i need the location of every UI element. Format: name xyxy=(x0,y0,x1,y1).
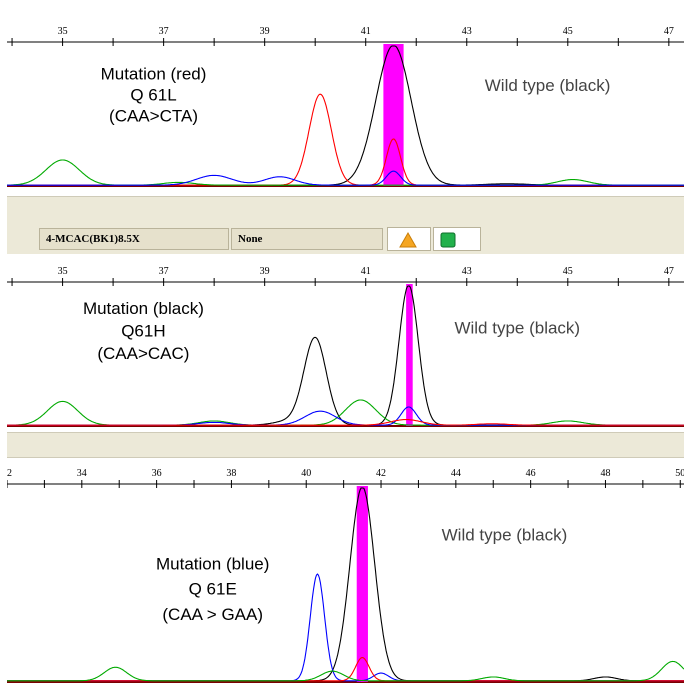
wild-type-label: Wild type (black) xyxy=(442,525,568,544)
x-tick-label: 35 xyxy=(58,266,68,277)
filter-field: None xyxy=(231,228,383,250)
x-tick-label: 37 xyxy=(159,266,169,277)
chromatogram-panel-q61h: 35 37 39 41 43 45 47 Mutation (black) Q61H (CAA>C… xyxy=(7,260,684,432)
x-tick-label: 40 xyxy=(301,468,311,479)
mutation-label: (CAA>CTA) xyxy=(109,107,198,126)
green-square-icon xyxy=(440,232,456,248)
x-tick-label: 45 xyxy=(563,26,573,37)
x-tick-label: 38 xyxy=(226,468,236,479)
blue-trace xyxy=(7,573,684,682)
mutation-label: Q 61L xyxy=(130,86,176,105)
mutation-label: Q 61E xyxy=(189,580,237,599)
warning-button[interactable] xyxy=(387,227,431,251)
chromatogram-plot-q61h: 35 37 39 41 43 45 47 Mutation (black) Q61H (CAA>C… xyxy=(7,266,684,427)
blue-trace xyxy=(7,170,684,186)
panel-divider-strip xyxy=(7,196,684,226)
x-tick-label: 34 xyxy=(77,468,87,479)
sample-toolbar: 4-MCAC(BK1)8.5X None xyxy=(7,224,684,254)
warning-triangle-icon xyxy=(399,231,417,248)
x-tick-label: 43 xyxy=(462,26,472,37)
mutation-label: (CAA > GAA) xyxy=(162,605,263,624)
x-tick-label: 41 xyxy=(361,26,371,37)
mutation-label: Mutation (black) xyxy=(83,299,204,318)
x-tick-label: 43 xyxy=(462,266,472,277)
x-tick-label: 39 xyxy=(260,26,270,37)
red-trace xyxy=(7,419,684,426)
x-tick-label: 50 xyxy=(675,468,684,479)
x-tick-label: 47 xyxy=(664,266,674,277)
x-tick-label: 44 xyxy=(451,468,461,479)
black-trace xyxy=(7,487,684,682)
sample-name: 4-MCAC(BK1)8.5X xyxy=(46,233,140,245)
base-call-highlight xyxy=(356,486,368,682)
chromatogram-plot-q61l: 35 37 39 41 43 45 47 Mutation (red) Q 61L (CAA>CT… xyxy=(7,26,684,187)
status-button[interactable] xyxy=(433,227,481,251)
x-tick-label: 47 xyxy=(664,26,674,37)
mutation-label: Mutation (red) xyxy=(101,65,207,84)
filter-value: None xyxy=(238,233,263,245)
x-tick-label: 46 xyxy=(526,468,536,479)
x-tick-label: 35 xyxy=(58,26,68,37)
mutation-label: Q61H xyxy=(121,321,165,340)
x-tick-label: 39 xyxy=(260,266,270,277)
base-call-highlight xyxy=(383,44,404,186)
wild-type-label: Wild type (black) xyxy=(454,319,580,338)
x-tick-label: 48 xyxy=(600,468,610,479)
x-tick-label: 32 xyxy=(7,468,12,479)
x-tick-label: 37 xyxy=(159,26,169,37)
panel-divider-strip-lower xyxy=(7,432,684,458)
mutation-label: Mutation (blue) xyxy=(156,554,269,573)
mutation-label: (CAA>CAC) xyxy=(97,344,189,363)
x-tick-label: 41 xyxy=(361,266,371,277)
wild-type-label: Wild type (black) xyxy=(485,76,611,95)
x-tick-label: 45 xyxy=(563,266,573,277)
chromatogram-panel-q61l: 35 37 39 41 43 45 47 Mutation (red) Q 61L (CAA>CT… xyxy=(7,20,684,192)
green-trace xyxy=(7,660,684,682)
base-call-highlight xyxy=(406,284,413,426)
sample-name-field: 4-MCAC(BK1)8.5X xyxy=(39,228,229,250)
chromatogram-plot-q61e: 32 34 36 38 40 42 44 46 48 50 Mutation (blue) Q 61E… xyxy=(7,468,684,683)
x-tick-label: 42 xyxy=(376,468,386,479)
chromatogram-panel-q61e: 32 34 36 38 40 42 44 46 48 50 Mutation (blue) Q 61E… xyxy=(7,462,684,688)
x-tick-label: 36 xyxy=(152,468,162,479)
